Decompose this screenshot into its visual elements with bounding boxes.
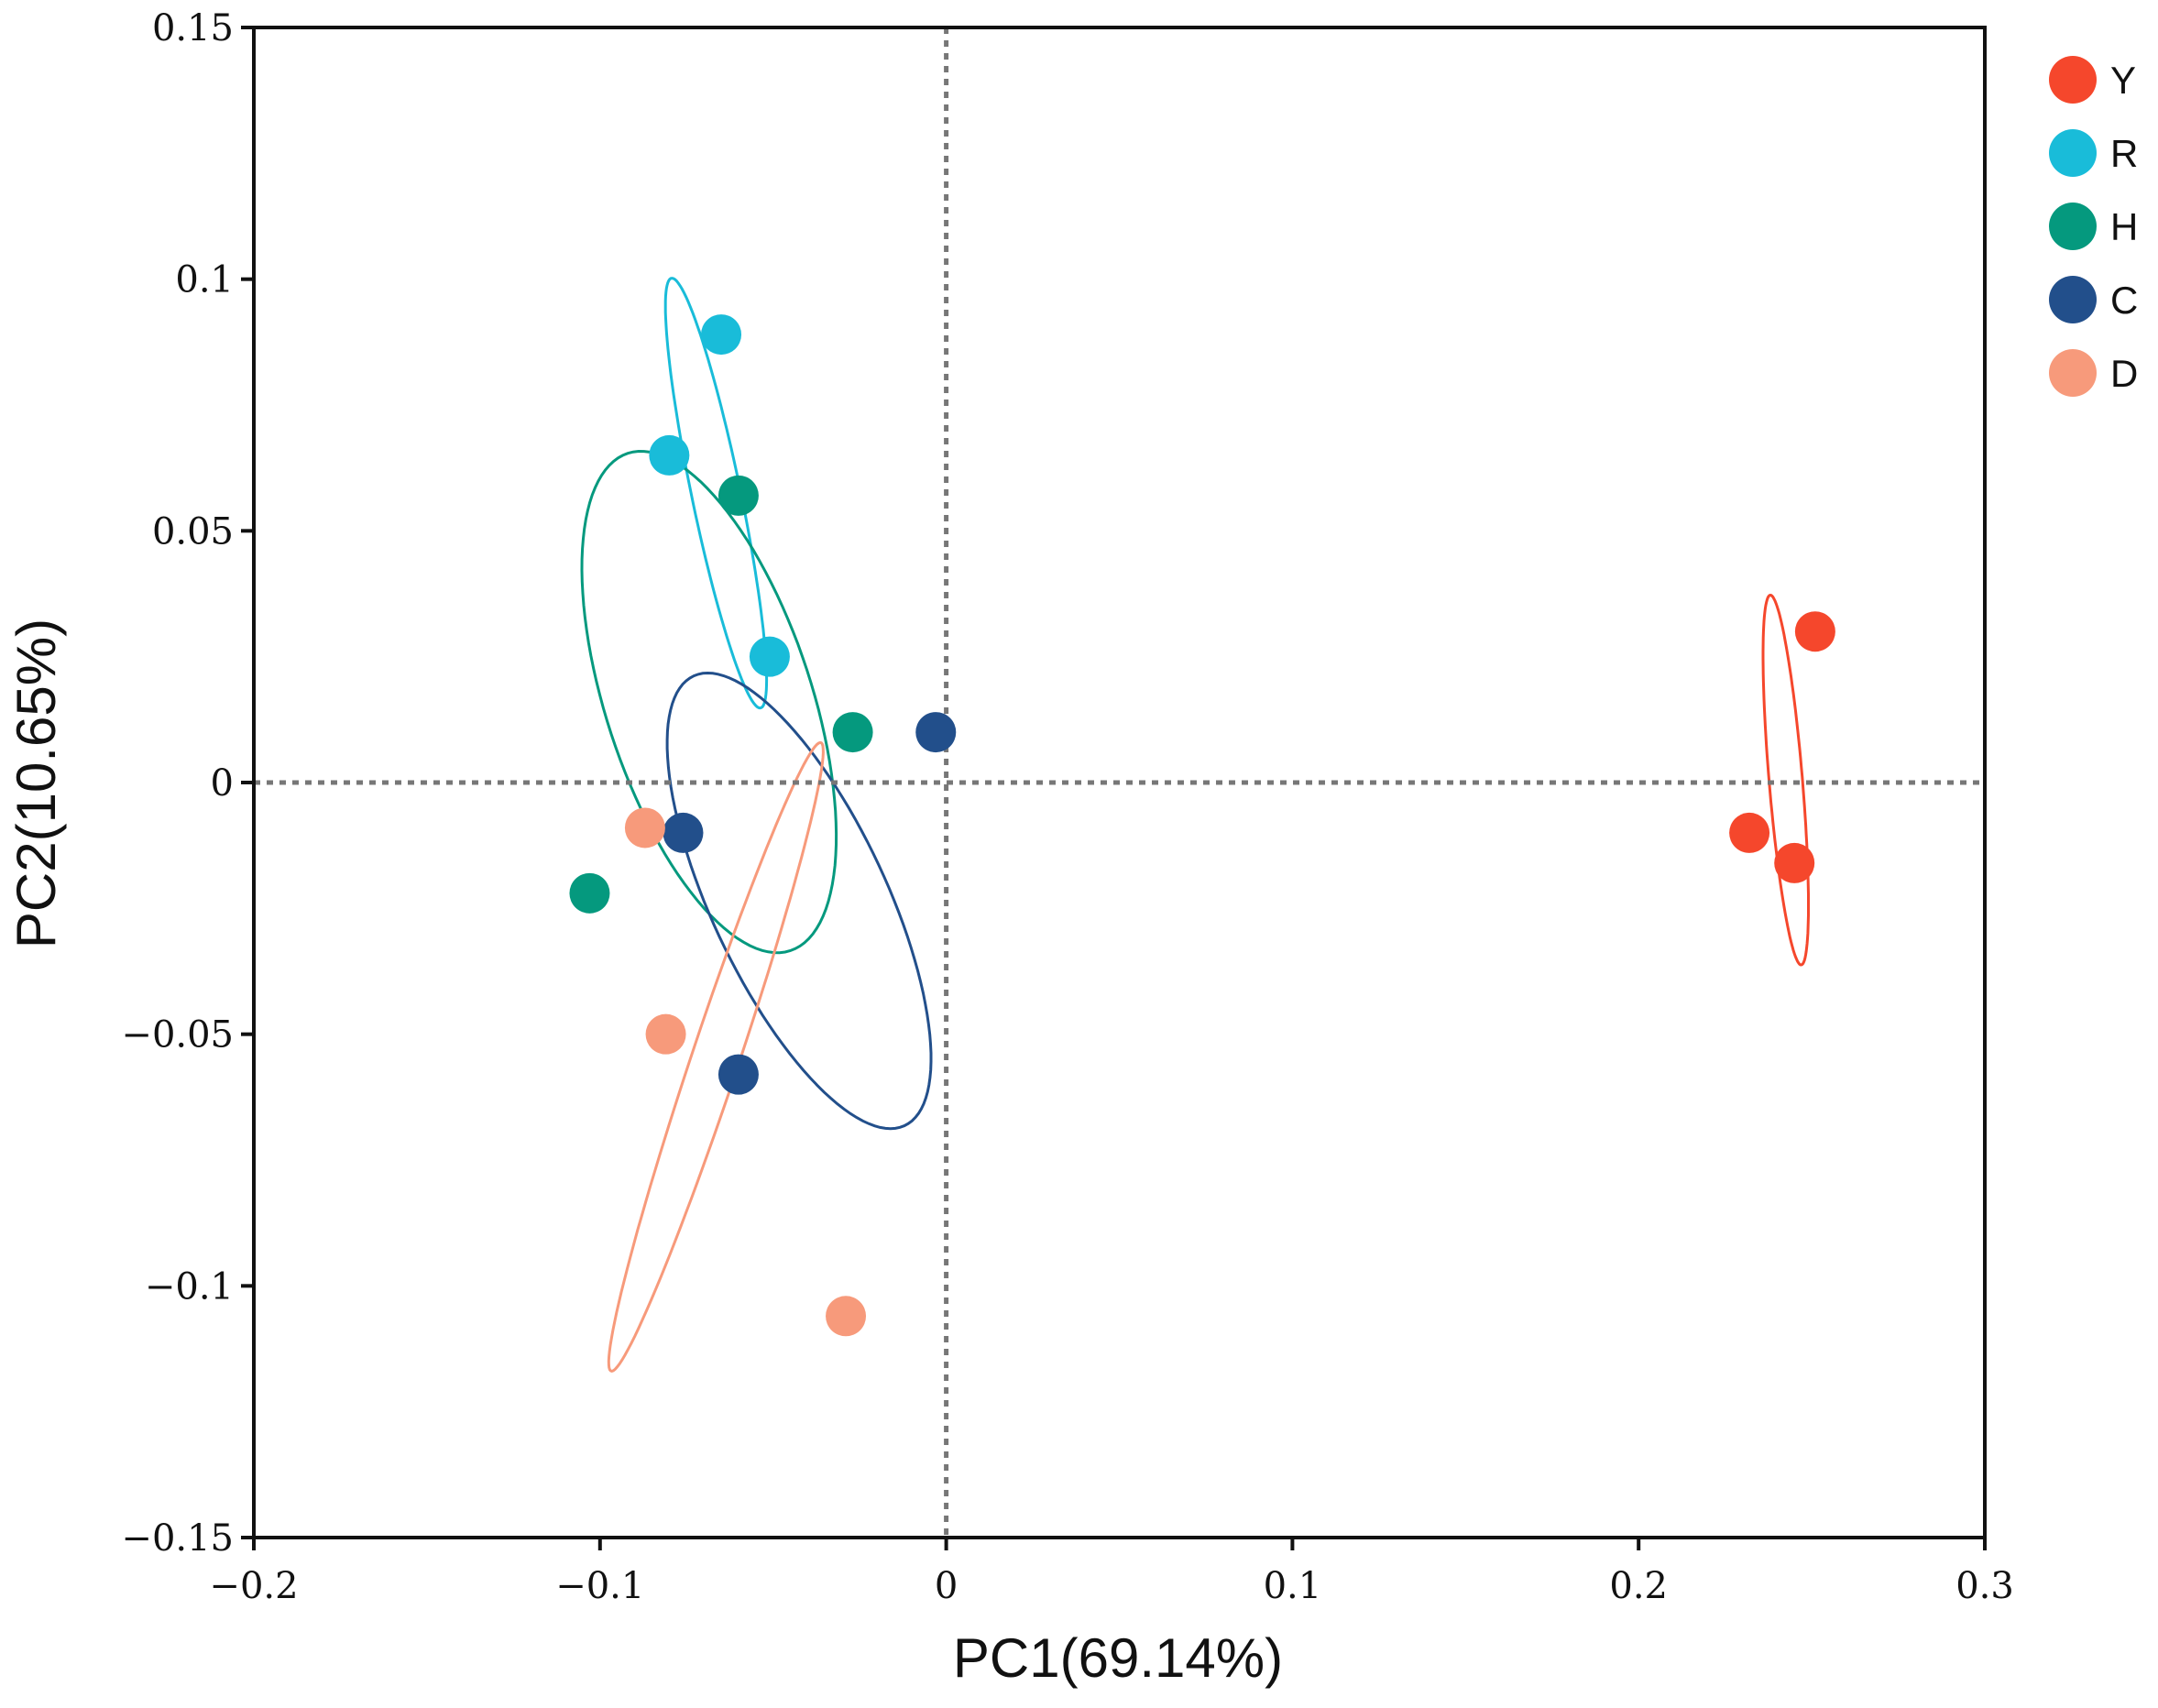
y-tick-label: 0.15: [152, 7, 234, 49]
point-R-3: [749, 636, 790, 677]
legend-marker-H: [2049, 203, 2097, 250]
point-Y-2: [1729, 812, 1770, 853]
point-H-3: [569, 872, 610, 914]
x-tick-label: 0.2: [1609, 1565, 1668, 1607]
legend-marker-Y: [2049, 56, 2097, 104]
y-tick-label: 0.1: [175, 259, 234, 301]
y-tick-label: −0.1: [145, 1265, 234, 1308]
point-C-1: [915, 712, 957, 753]
point-D-1: [624, 807, 665, 849]
x-tick-label: 0.3: [1955, 1565, 2014, 1607]
legend-label-Y: Y: [2110, 59, 2136, 102]
x-tick-label: −0.2: [209, 1565, 298, 1607]
legend-label-D: D: [2110, 352, 2138, 395]
point-R-2: [649, 434, 690, 476]
legend-label-R: R: [2110, 132, 2138, 175]
x-axis-title: PC1(69.14%): [953, 1627, 1283, 1689]
point-D-3: [826, 1296, 867, 1337]
point-C-3: [718, 1054, 759, 1095]
legend-marker-R: [2049, 129, 2097, 177]
confidence-ellipses: [580, 277, 1810, 1373]
y-tick-label: 0.05: [152, 510, 234, 553]
legend-label-C: C: [2110, 279, 2138, 322]
x-tick-label: 0: [935, 1565, 958, 1607]
ellipse-Y: [1761, 593, 1810, 967]
ellipse-H: [580, 449, 838, 955]
x-tick-label: −0.1: [555, 1565, 644, 1607]
y-tick-label: −0.05: [121, 1014, 234, 1057]
ellipse-R: [663, 277, 769, 710]
ellipse-D: [607, 740, 825, 1373]
data-points: [569, 314, 1835, 1337]
point-D-2: [645, 1013, 686, 1055]
axes: 0.15 0.1 0.05 0 −0.05 −0.1 −0.15 −0.2 −0.1 0 0.1 0.…: [121, 7, 2013, 1607]
legend-label-H: H: [2110, 205, 2138, 248]
legend-marker-D: [2049, 349, 2097, 397]
point-R-1: [701, 314, 742, 356]
point-Y-1: [1794, 611, 1835, 652]
ellipse-C: [665, 671, 933, 1131]
legend-marker-C: [2049, 276, 2097, 323]
point-C-2: [663, 812, 704, 853]
y-tick-label: 0: [211, 762, 234, 805]
point-H-2: [832, 712, 873, 753]
point-H-1: [718, 475, 759, 516]
x-tick-label: 0.1: [1264, 1565, 1322, 1607]
y-tick-label: −0.15: [121, 1517, 234, 1560]
point-Y-3: [1774, 842, 1815, 883]
y-axis-title: PC2(10.65%): [5, 619, 67, 948]
reference-lines: [254, 27, 1985, 1538]
